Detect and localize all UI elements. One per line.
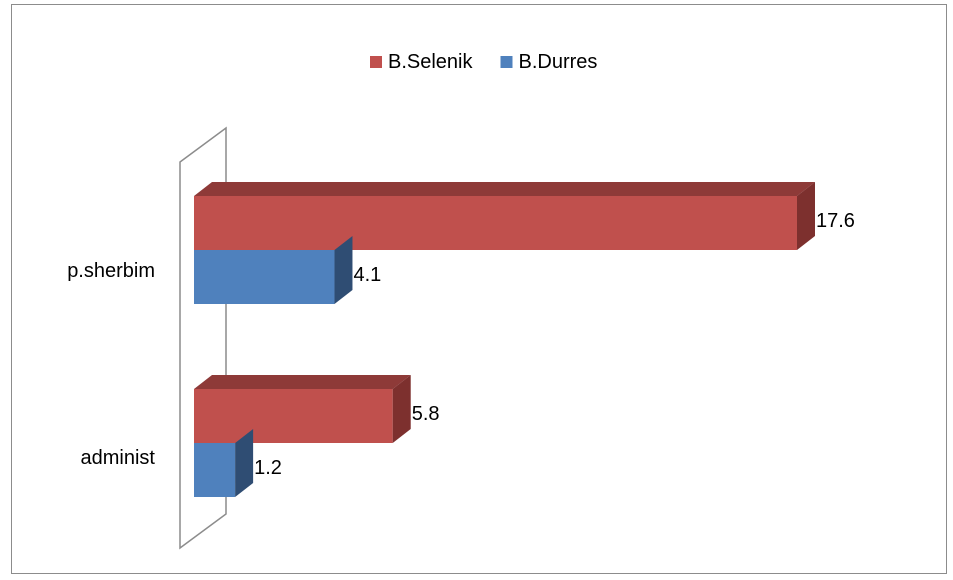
bar-front-face	[194, 250, 335, 304]
bar-top-face	[194, 375, 411, 389]
legend-swatch-b-durres	[500, 56, 513, 68]
legend-label-b-selenik: B.Selenik	[388, 51, 473, 73]
category-labels: p.sherbim administ	[67, 260, 155, 469]
bar-front-face	[194, 196, 797, 250]
data-label-b-selenik-administ: 5.8	[412, 403, 440, 425]
legend-swatch-b-selenik	[370, 56, 382, 68]
bar-front-face	[194, 389, 393, 443]
bar-front-face	[194, 443, 236, 497]
bar-b-durres-administ	[194, 429, 254, 497]
data-label-b-durres-administ: 1.2	[254, 457, 282, 479]
bar-b-selenik-p-sherbim	[194, 182, 815, 250]
data-label-b-selenik-p-sherbim: 17.6	[816, 210, 855, 232]
category-label-administ: administ	[81, 447, 156, 469]
axis-wall	[179, 126, 227, 550]
bar-b-durres-p-sherbim	[194, 236, 353, 304]
bar-b-selenik-administ	[194, 375, 411, 443]
bar-side-face	[235, 429, 254, 497]
axis-wall-outline	[179, 126, 227, 550]
category-label-p-sherbim: p.sherbim	[67, 260, 155, 282]
bar-side-face	[392, 375, 411, 443]
data-labels: 17.6 4.1 5.8 1.2	[254, 210, 855, 479]
data-label-b-durres-p-sherbim: 4.1	[353, 264, 381, 286]
legend-label-b-durres: B.Durres	[519, 51, 598, 73]
bar-top-face	[194, 182, 815, 196]
bars	[194, 182, 815, 497]
chart-frame	[11, 4, 947, 574]
legend: B.Selenik B.Durres	[370, 51, 597, 73]
bar-side-face	[797, 182, 815, 250]
bar-side-face	[334, 236, 353, 304]
